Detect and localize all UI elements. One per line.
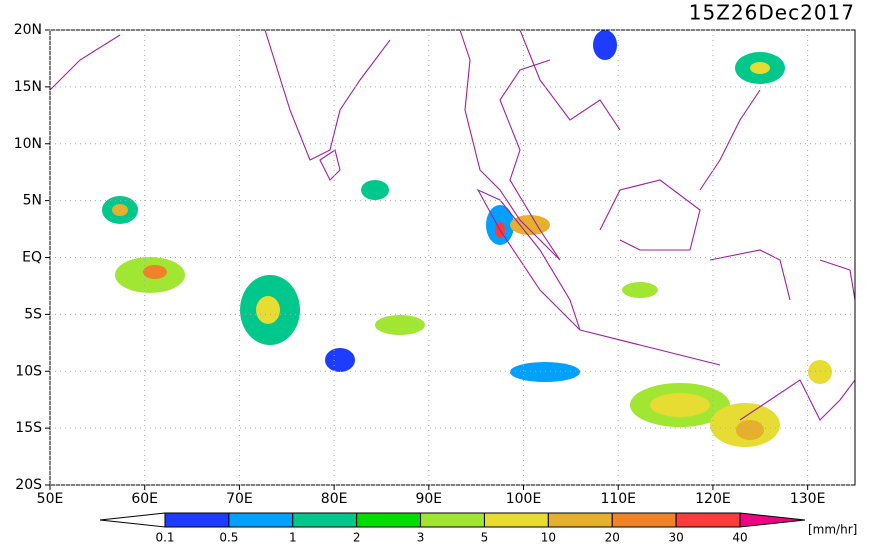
precip-area — [510, 362, 580, 382]
precip-areas — [102, 30, 832, 447]
colorbar-label: 40 — [732, 531, 747, 544]
colorbar-box — [356, 512, 422, 528]
colorbar-over — [739, 512, 806, 528]
lon-label: 110E — [600, 491, 636, 507]
lat-label: 20N — [14, 22, 42, 38]
lon-label: 80E — [321, 491, 348, 507]
precip-area — [650, 393, 710, 417]
precip-area — [112, 204, 128, 216]
lat-label: 20S — [15, 477, 42, 493]
map-title: 15Z26Dec2017 — [689, 1, 855, 25]
lat-label: 5N — [23, 193, 42, 209]
precip-area — [143, 265, 167, 279]
colorbar-box — [547, 512, 613, 528]
colorbar-box — [292, 512, 358, 528]
lat-label: 10N — [14, 136, 42, 152]
precip-area — [736, 420, 764, 440]
precip-area — [510, 215, 550, 235]
colorbar-box — [228, 512, 294, 528]
lat-label: 5S — [24, 306, 42, 322]
precip-area — [325, 348, 355, 372]
colorbar-label: 1 — [289, 531, 297, 544]
colorbar-label: 30 — [668, 531, 683, 544]
lon-label: 90E — [415, 491, 442, 507]
lon-label: 50E — [37, 491, 64, 507]
colorbar-label: 5 — [481, 531, 489, 544]
lon-label: 100E — [506, 491, 542, 507]
precip-area — [593, 30, 617, 60]
lat-label: 15N — [14, 79, 42, 95]
colorbar-label: 0.1 — [155, 531, 174, 544]
colorbar-box — [483, 512, 549, 528]
colorbar-box — [420, 512, 485, 528]
precip-area — [750, 62, 770, 74]
lon-label: 130E — [790, 491, 826, 507]
precip-area — [808, 360, 832, 384]
colorbar-label: 20 — [605, 531, 620, 544]
lat-label: 15S — [15, 420, 42, 436]
colorbar-unit: [mm/hr] — [808, 523, 857, 537]
lon-label: 70E — [226, 491, 253, 507]
colorbar-label: 0.5 — [219, 531, 238, 544]
precip-area — [256, 296, 280, 324]
precip-area — [375, 315, 425, 335]
colorbar-label: 3 — [417, 531, 425, 544]
coastlines — [49, 29, 856, 421]
colorbar-box — [164, 512, 230, 528]
precip-area — [361, 180, 389, 200]
colorbar-box — [611, 512, 677, 528]
colorbar-label: 2 — [353, 531, 361, 544]
precip-area — [622, 282, 658, 298]
lat-label: 10S — [15, 363, 42, 379]
lat-label: EQ — [22, 250, 42, 266]
colorbar-box — [675, 512, 741, 528]
colorbar-under — [99, 512, 166, 528]
colorbar-label: 10 — [541, 531, 556, 544]
lon-label: 120E — [695, 491, 731, 507]
lon-label: 60E — [131, 491, 158, 507]
